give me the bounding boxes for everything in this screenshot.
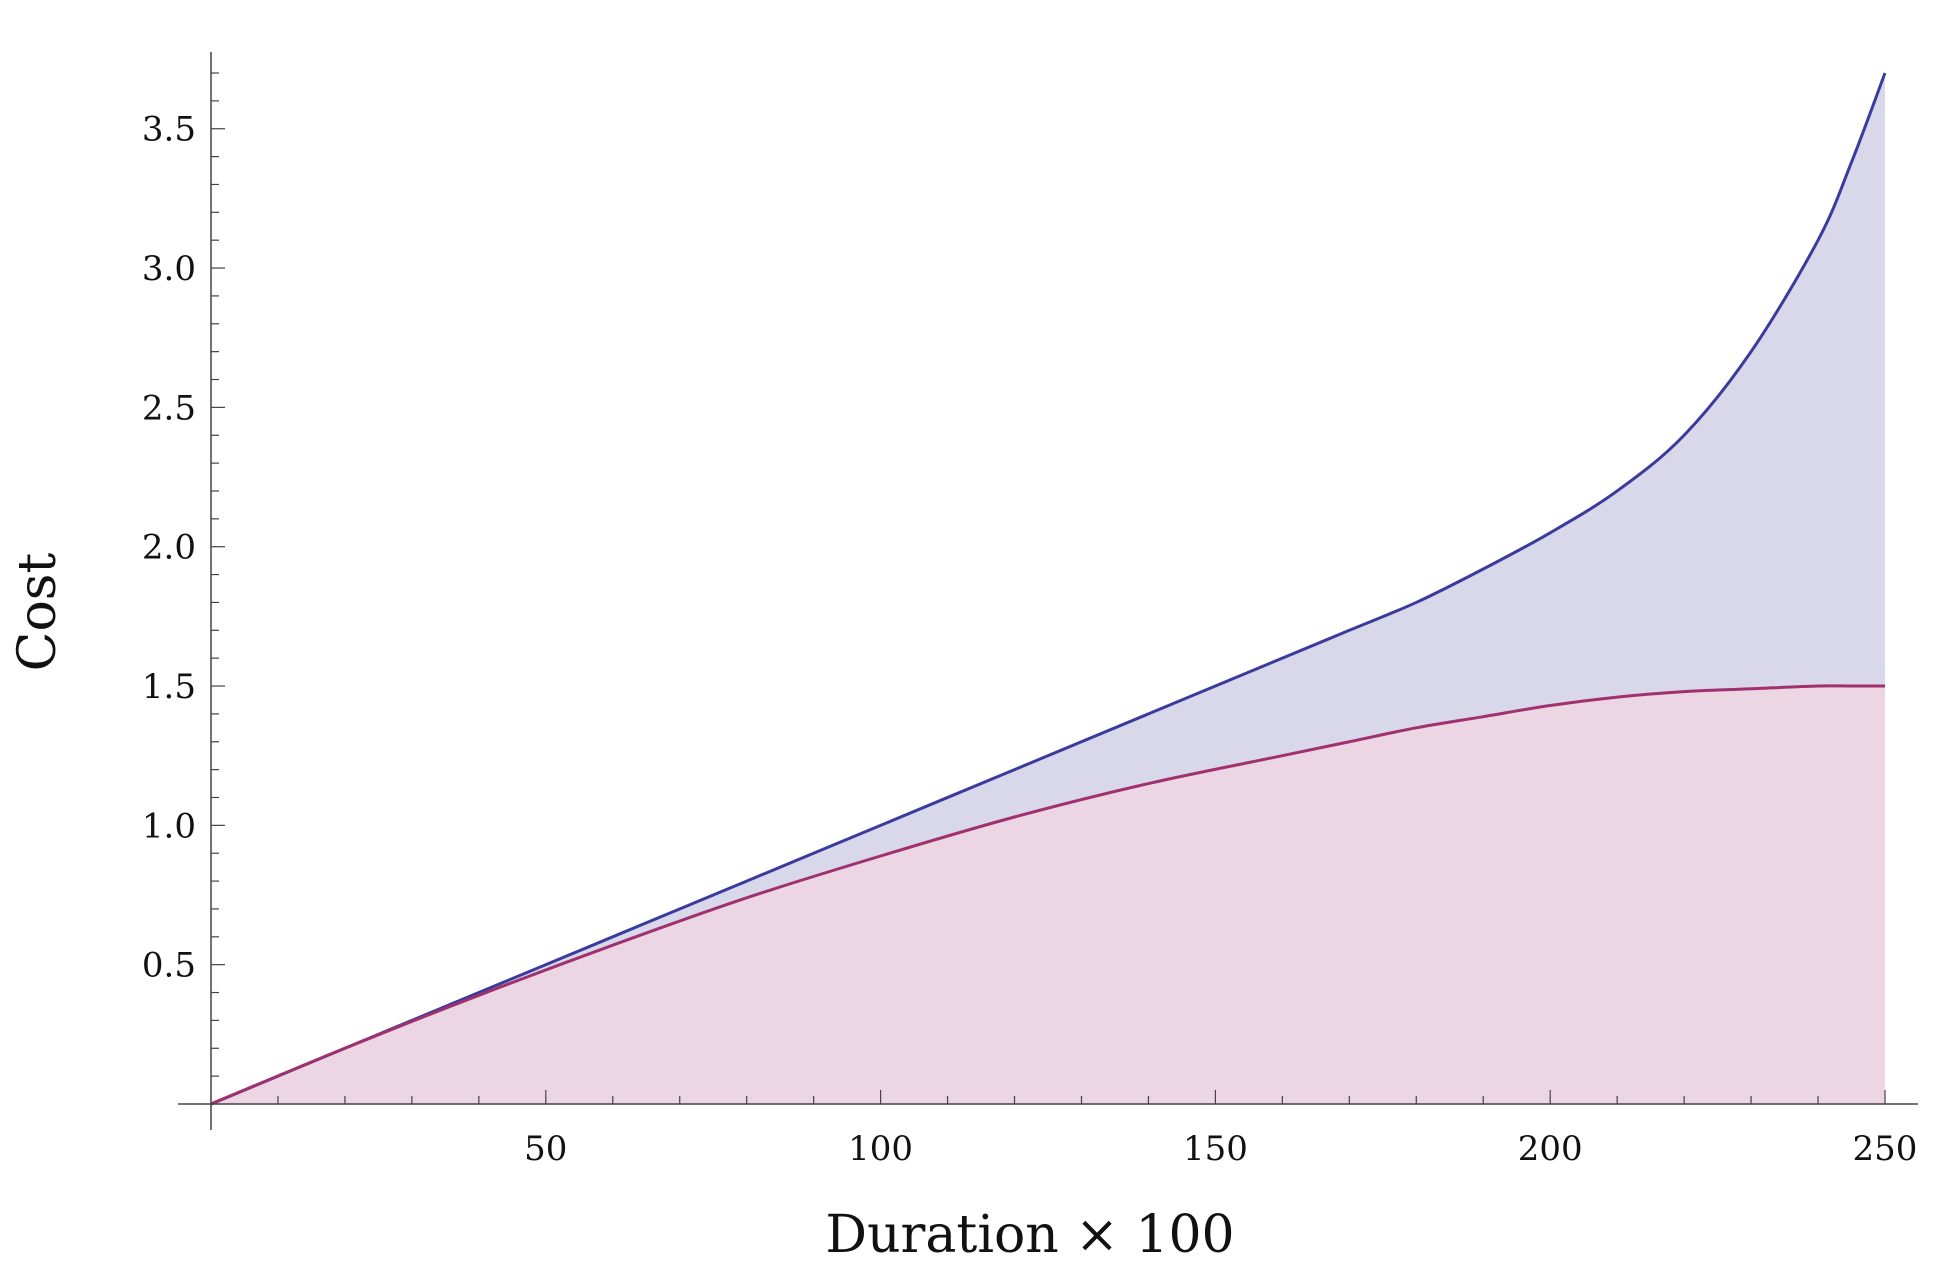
x-axis-title: Duration × 100: [825, 1205, 1234, 1265]
x-tick-label: 250: [1853, 1129, 1918, 1169]
y-tick-label: 2.5: [142, 388, 196, 428]
ticks: 50 100 150 200 250 0.5 1.0 1.5 2.0 2.5 3.0 3.5: [142, 72, 1918, 1169]
series-2-area: [211, 685, 1885, 1104]
axes: [178, 52, 1918, 1130]
series-fills: [211, 73, 1885, 1104]
y-tick-label: 1.0: [142, 806, 196, 846]
y-tick-label: 3.0: [142, 249, 196, 289]
series-1-line: [210, 72, 1887, 1106]
y-tick-label: 2.0: [142, 528, 196, 568]
x-tick-label: 150: [1183, 1129, 1248, 1169]
x-tick-label: 50: [524, 1129, 567, 1169]
x-tick-label: 200: [1518, 1129, 1583, 1169]
y-tick-label: 3.5: [142, 110, 196, 150]
y-axis-title: Cost: [8, 553, 68, 672]
series-lines: [210, 72, 1887, 1106]
y-tick-label: 1.5: [142, 667, 196, 707]
y-tick-label: 0.5: [142, 946, 196, 986]
x-tick-label: 100: [848, 1129, 913, 1169]
series-2-line: [210, 684, 1885, 1106]
